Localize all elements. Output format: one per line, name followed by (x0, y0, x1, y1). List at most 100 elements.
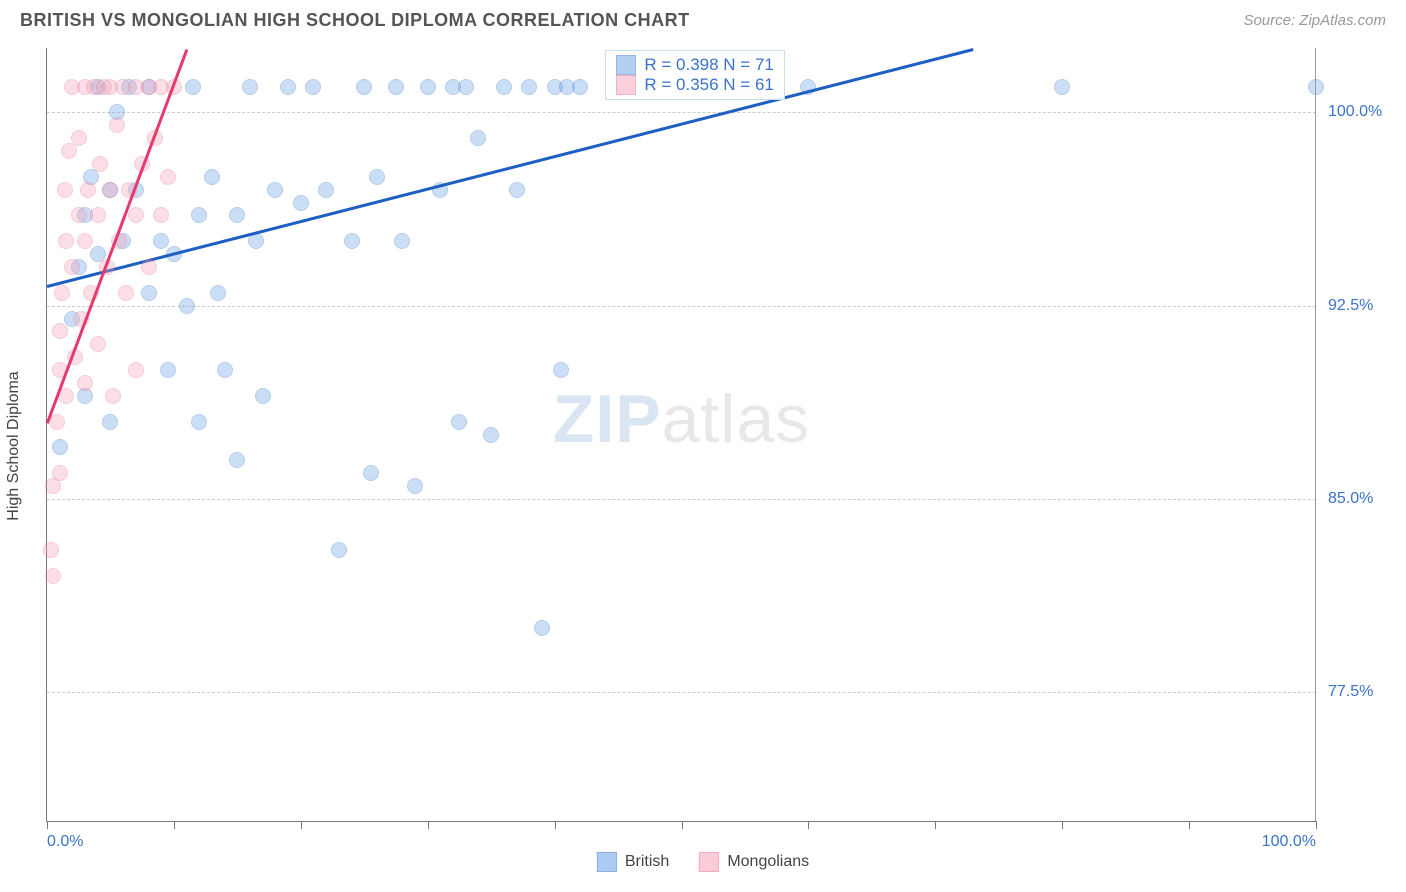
source-label: Source: ZipAtlas.com (1243, 12, 1386, 29)
scatter-point (128, 207, 144, 223)
gridline (47, 692, 1316, 693)
scatter-point (470, 130, 486, 146)
scatter-point (534, 620, 550, 636)
scatter-point (293, 195, 309, 211)
scatter-point (305, 79, 321, 95)
x-tick (555, 821, 556, 829)
gridline (47, 306, 1316, 307)
legend-swatch (616, 75, 636, 95)
scatter-point (141, 259, 157, 275)
x-tick (935, 821, 936, 829)
stats-row: R = 0.356 N = 61 (616, 75, 774, 95)
stats-text: R = 0.356 N = 61 (644, 75, 774, 95)
scatter-point (509, 182, 525, 198)
stats-text: R = 0.398 N = 71 (644, 55, 774, 75)
legend-swatch (616, 55, 636, 75)
scatter-point (153, 233, 169, 249)
scatter-point (420, 79, 436, 95)
scatter-point (61, 143, 77, 159)
scatter-point (102, 414, 118, 430)
scatter-point (71, 207, 87, 223)
scatter-point (458, 79, 474, 95)
y-axis-title: High School Diploma (5, 371, 23, 520)
x-tick-label: 100.0% (1262, 833, 1316, 851)
scatter-point (185, 79, 201, 95)
scatter-point (344, 233, 360, 249)
scatter-point (52, 465, 68, 481)
legend-item: Mongolians (699, 852, 809, 872)
scatter-point (356, 79, 372, 95)
scatter-point (141, 285, 157, 301)
stats-row: R = 0.398 N = 71 (616, 55, 774, 75)
scatter-point (369, 169, 385, 185)
scatter-point (280, 79, 296, 95)
scatter-point (64, 259, 80, 275)
scatter-point (204, 169, 220, 185)
legend-swatch (597, 852, 617, 872)
scatter-point (128, 362, 144, 378)
scatter-point (388, 79, 404, 95)
scatter-point (363, 465, 379, 481)
scatter-point (77, 233, 93, 249)
scatter-point (318, 182, 334, 198)
scatter-point (90, 207, 106, 223)
legend-item: British (597, 852, 669, 872)
x-tick (428, 821, 429, 829)
x-tick (47, 821, 48, 829)
y-tick-label: 85.0% (1328, 490, 1398, 508)
gridline (47, 112, 1316, 113)
scatter-point (394, 233, 410, 249)
scatter-point (229, 452, 245, 468)
scatter-point (160, 362, 176, 378)
x-tick-label: 0.0% (47, 833, 83, 851)
gridline (47, 499, 1316, 500)
scatter-point (57, 182, 73, 198)
scatter-point (58, 233, 74, 249)
chart-plot-area: R = 0.398 N = 71R = 0.356 N = 61 ZIPatla… (46, 48, 1316, 822)
scatter-point (153, 207, 169, 223)
scatter-point (49, 414, 65, 430)
right-axis-line (1315, 48, 1316, 821)
x-tick (682, 821, 683, 829)
scatter-point (52, 323, 68, 339)
scatter-point (191, 207, 207, 223)
scatter-point (92, 156, 108, 172)
scatter-point (248, 233, 264, 249)
scatter-point (521, 79, 537, 95)
scatter-point (483, 427, 499, 443)
stats-box: R = 0.398 N = 71R = 0.356 N = 61 (605, 50, 785, 100)
x-tick (1189, 821, 1190, 829)
legend-label: Mongolians (727, 853, 809, 871)
y-tick-label: 77.5% (1328, 683, 1398, 701)
scatter-point (407, 478, 423, 494)
scatter-point (45, 568, 61, 584)
legend-label: British (625, 853, 669, 871)
scatter-point (210, 285, 226, 301)
scatter-point (109, 117, 125, 133)
scatter-point (43, 542, 59, 558)
scatter-point (496, 79, 512, 95)
header: BRITISH VS MONGOLIAN HIGH SCHOOL DIPLOMA… (0, 0, 1406, 37)
scatter-point (217, 362, 233, 378)
scatter-point (102, 182, 118, 198)
x-tick (1062, 821, 1063, 829)
scatter-point (118, 285, 134, 301)
x-tick (174, 821, 175, 829)
x-tick (808, 821, 809, 829)
scatter-point (77, 375, 93, 391)
scatter-point (1308, 79, 1324, 95)
scatter-point (54, 285, 70, 301)
scatter-point (229, 207, 245, 223)
legend-swatch (699, 852, 719, 872)
chart-title: BRITISH VS MONGOLIAN HIGH SCHOOL DIPLOMA… (20, 10, 690, 31)
scatter-point (90, 336, 106, 352)
scatter-point (331, 542, 347, 558)
scatter-point (572, 79, 588, 95)
scatter-point (255, 388, 271, 404)
scatter-point (267, 182, 283, 198)
y-tick-label: 100.0% (1328, 103, 1398, 121)
scatter-point (553, 362, 569, 378)
scatter-point (242, 79, 258, 95)
x-tick (301, 821, 302, 829)
scatter-point (451, 414, 467, 430)
